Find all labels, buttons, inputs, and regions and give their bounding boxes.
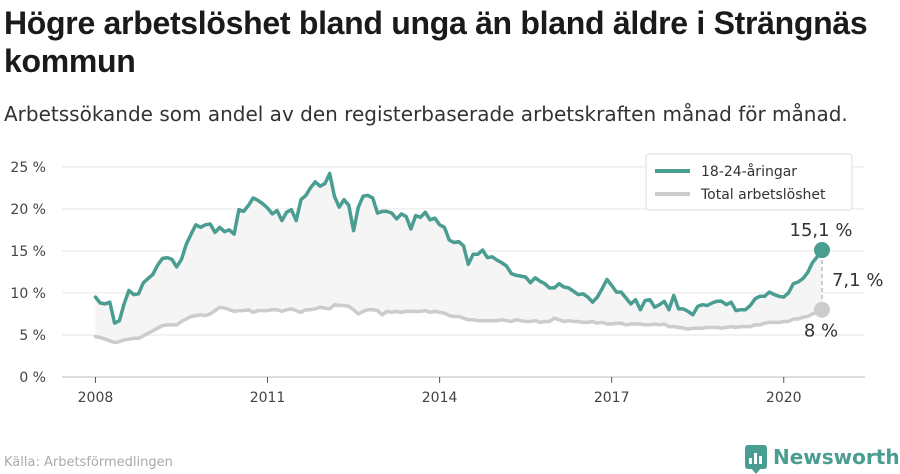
x-tick-label: 2014 bbox=[422, 390, 458, 406]
chart-title: Högre arbetslöshet bland unga än bland ä… bbox=[4, 5, 868, 79]
legend-label: Total arbetslöshet bbox=[700, 187, 826, 203]
brand-name: Newsworthy bbox=[773, 445, 900, 469]
legend-box bbox=[645, 153, 853, 211]
source-note: Källa: Arbetsförmedlingen bbox=[4, 455, 173, 470]
series-line-youth bbox=[93, 171, 824, 325]
legend-label: 18-24-åringar bbox=[701, 163, 797, 180]
y-tick-label: 10 % bbox=[10, 286, 46, 302]
brand: Newsworthy bbox=[745, 442, 900, 474]
x-axis: 2008 2011 2014 2017 2020 bbox=[78, 377, 802, 406]
newsworthy-logo-icon bbox=[745, 445, 767, 474]
end-point-youth bbox=[813, 242, 830, 259]
y-tick-label: 15 % bbox=[10, 244, 46, 260]
gap-band bbox=[95, 173, 822, 343]
chart-subtitle: Arbetssökande som andel av den registerb… bbox=[4, 102, 848, 126]
gap-label: 7,1 % bbox=[832, 270, 883, 291]
y-tick-label: 5 % bbox=[19, 328, 46, 344]
x-tick-label: 2011 bbox=[250, 390, 286, 406]
x-tick-label: 2008 bbox=[78, 390, 114, 406]
series-line-total bbox=[93, 302, 824, 345]
y-axis: 0 % 5 % 10 % 15 % 20 % 25 % bbox=[10, 160, 46, 386]
y-tick-label: 25 % bbox=[10, 160, 46, 176]
end-annotations: 15,1 % 8 % 7,1 % bbox=[790, 220, 884, 342]
y-tick-label: 0 % bbox=[19, 370, 46, 386]
end-label-total: 8 % bbox=[804, 321, 838, 342]
legend: 18-24-åringar Total arbetslöshet bbox=[645, 153, 853, 211]
x-tick-label: 2017 bbox=[594, 390, 630, 406]
y-tick-label: 20 % bbox=[10, 202, 46, 218]
x-tick-label: 2020 bbox=[766, 390, 802, 406]
end-label-youth: 15,1 % bbox=[790, 220, 853, 241]
end-point-total bbox=[813, 301, 830, 318]
